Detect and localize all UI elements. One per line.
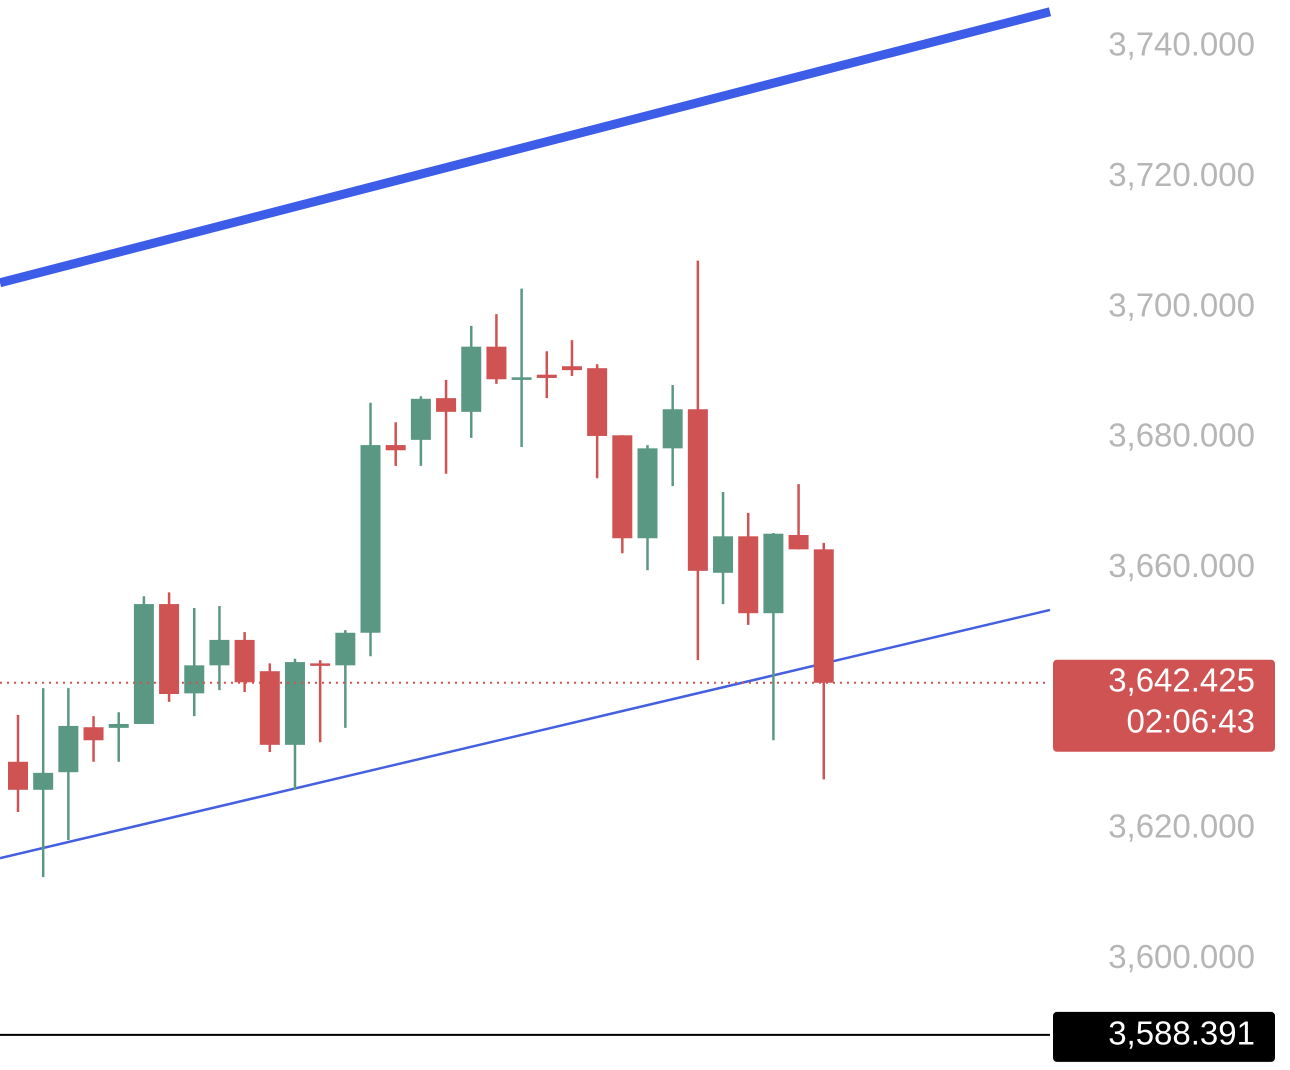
y-tick-label: 3,620.000 — [1108, 808, 1255, 845]
candle-body — [33, 772, 54, 790]
candle-body — [662, 409, 683, 449]
countdown-label: 02:06:43 — [1127, 702, 1255, 739]
current-price-box — [1053, 659, 1275, 752]
trend-line — [0, 608, 1051, 860]
candle-body — [436, 398, 457, 412]
candle-body — [788, 535, 809, 550]
candle-body — [234, 639, 255, 683]
y-tick-label: 3,720.000 — [1108, 156, 1255, 193]
candle-body — [713, 536, 734, 573]
candle-body — [385, 445, 406, 451]
candle-body — [310, 663, 331, 666]
candle-body — [209, 639, 230, 666]
trend-line — [0, 7, 1052, 288]
candle-body — [461, 346, 482, 412]
candle-body — [83, 727, 104, 741]
candle-body — [637, 448, 658, 539]
candle-body — [360, 445, 381, 633]
current-price-label: 3,642.425 — [1108, 661, 1255, 698]
candle-body — [108, 723, 129, 728]
candle-body — [410, 398, 431, 440]
candle-body — [284, 662, 305, 745]
candle-body — [58, 725, 79, 773]
candle-body — [763, 533, 784, 614]
candle-body — [335, 632, 356, 666]
candle-body — [687, 409, 708, 571]
candle-body — [511, 377, 532, 380]
candle-body — [738, 536, 759, 614]
candle-body — [159, 604, 180, 695]
candle-body — [813, 549, 834, 683]
y-tick-label: 3,600.000 — [1108, 938, 1255, 975]
candle-body — [561, 366, 582, 371]
y-tick-label: 3,680.000 — [1108, 417, 1255, 454]
candle-body — [612, 435, 633, 539]
candle-body — [587, 368, 608, 436]
candle-body — [536, 374, 557, 378]
candle-body — [259, 671, 280, 745]
candle-body — [133, 604, 154, 724]
candle-body — [486, 346, 507, 380]
level-box — [1053, 1011, 1275, 1062]
y-tick-label: 3,660.000 — [1108, 547, 1255, 584]
candle-body — [184, 665, 205, 694]
y-tick-label: 3,740.000 — [1108, 26, 1255, 63]
level-label: 3,588.391 — [1108, 1015, 1255, 1052]
y-tick-label: 3,700.000 — [1108, 286, 1255, 323]
candle-body — [8, 761, 28, 790]
